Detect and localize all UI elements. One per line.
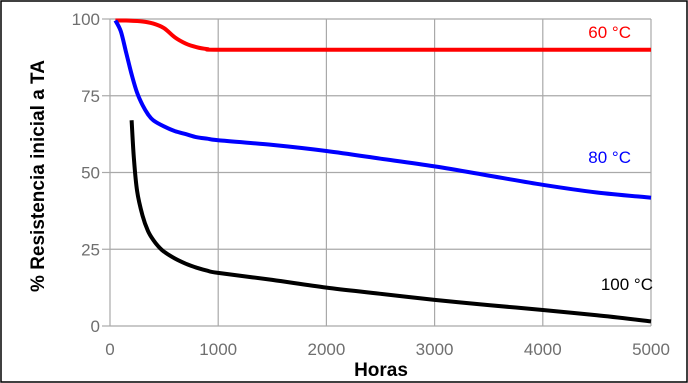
x-tick-label: 3000: [416, 340, 454, 359]
series-label: 80 °C: [588, 148, 631, 167]
y-tick-label: 0: [91, 317, 100, 336]
y-tick-label: 75: [81, 87, 100, 106]
x-tick-label: 4000: [524, 340, 562, 359]
series-label: 100 °C: [601, 275, 653, 294]
series-line: [129, 120, 652, 324]
y-tick-label: 100: [72, 10, 100, 29]
tick-labels: 0 1000 2000 3000 4000 5000 0 25 50 75 100: [72, 10, 670, 359]
y-axis-title: % Resistencia inicial a TA: [28, 60, 49, 292]
x-axis-title: Horas: [354, 360, 408, 381]
y-tick-label: 25: [81, 240, 100, 259]
grid-lines: [102, 18, 652, 327]
series-group: 60 °C 80 °C 100 °C: [113, 18, 653, 324]
x-tick-label: 1000: [199, 340, 237, 359]
x-tick-label: 0: [105, 340, 114, 359]
x-tick-label: 5000: [632, 340, 670, 359]
x-tick-label: 2000: [307, 340, 345, 359]
series-line: [115, 18, 651, 52]
series-label: 60 °C: [588, 23, 631, 42]
series-line: [113, 19, 652, 200]
y-tick-label: 50: [81, 164, 100, 183]
